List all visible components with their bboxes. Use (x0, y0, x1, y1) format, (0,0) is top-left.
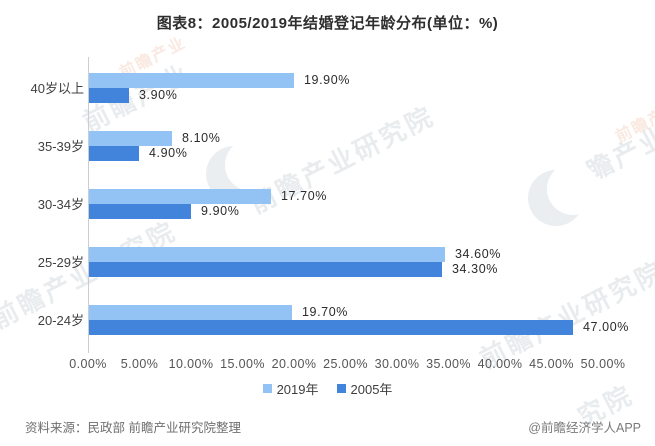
bar-2005年-40岁以上 (89, 88, 129, 103)
bar-2019年-30-34岁 (89, 189, 271, 204)
legend-item-2019: 2019年 (262, 379, 319, 398)
watermark-text: 前瞻产业 (613, 98, 655, 147)
bar-2005年-20-24岁 (89, 320, 573, 335)
bar-2005年-35-39岁 (89, 146, 139, 161)
plot-area: 19.90% 3.90% 8.10% 4.90% 17.70% 9.90% 34.60% 34… (88, 57, 628, 353)
bar-group-35-39岁: 8.10% 4.90% (89, 131, 604, 161)
bar-group-20-24岁: 19.70% 47.00% (89, 305, 628, 335)
bar-2019年-40岁以上 (89, 73, 294, 88)
x-tick-label: 50.00% (580, 357, 626, 371)
value-label: 3.90% (139, 88, 178, 102)
category-label: 35-39岁 (37, 139, 84, 154)
value-label: 9.90% (201, 204, 240, 218)
category-label: 25-29岁 (37, 255, 84, 270)
legend-swatch-2019 (262, 384, 272, 393)
x-tick-label: 45.00% (529, 357, 574, 371)
bar-2019年-35-39岁 (89, 131, 172, 146)
bar-2005年-25-29岁 (89, 262, 442, 277)
x-tick-label: 0.00% (69, 357, 107, 371)
legend: 2019年 2005年 (0, 379, 655, 398)
credit-note: @前瞻经济学人APP (528, 421, 641, 435)
bar-group-30-34岁: 17.70% 9.90% (89, 189, 604, 219)
value-label: 19.70% (302, 305, 348, 319)
value-label: 34.60% (455, 247, 501, 261)
x-tick-label: 35.00% (426, 357, 471, 371)
value-label: 19.90% (304, 73, 350, 87)
bar-2005年-30-34岁 (89, 204, 191, 219)
x-tick-label: 10.00% (168, 357, 214, 371)
chart-title: 图表8：2005/2019年结婚登记年龄分布(单位：%) (156, 15, 499, 32)
legend-item-2005: 2005年 (336, 379, 393, 398)
value-label: 34.30% (452, 262, 498, 276)
value-label: 47.00% (583, 320, 629, 334)
x-tick-label: 15.00% (220, 357, 265, 371)
value-label: 8.10% (182, 131, 221, 145)
bar-2019年-20-24岁 (89, 305, 292, 320)
source-note: 资料来源：民政部 前瞻产业研究院整理 (25, 421, 241, 435)
value-label: 17.70% (281, 189, 327, 203)
bar-group-25-29岁: 34.60% 34.30% (89, 247, 604, 277)
bar-2019年-25-29岁 (89, 247, 445, 262)
value-label: 4.90% (149, 146, 188, 160)
x-tick-label: 20.00% (271, 357, 317, 371)
bar-group-40岁以上: 19.90% 3.90% (89, 73, 604, 103)
x-tick-label: 40.00% (477, 357, 523, 371)
legend-swatch-2005 (336, 384, 346, 393)
legend-label-2019: 2019年 (276, 382, 319, 397)
x-tick-label: 25.00% (323, 357, 368, 371)
x-tick-label: 5.00% (120, 357, 159, 371)
x-tick-label: 30.00% (374, 357, 420, 371)
category-label: 40岁以上 (30, 81, 84, 96)
legend-label-2005: 2005年 (350, 382, 393, 397)
footer: 资料来源：民政部 前瞻产业研究院整理 @前瞻经济学人APP (0, 413, 655, 439)
category-label: 30-34岁 (37, 197, 84, 212)
category-label: 20-24岁 (37, 313, 84, 328)
